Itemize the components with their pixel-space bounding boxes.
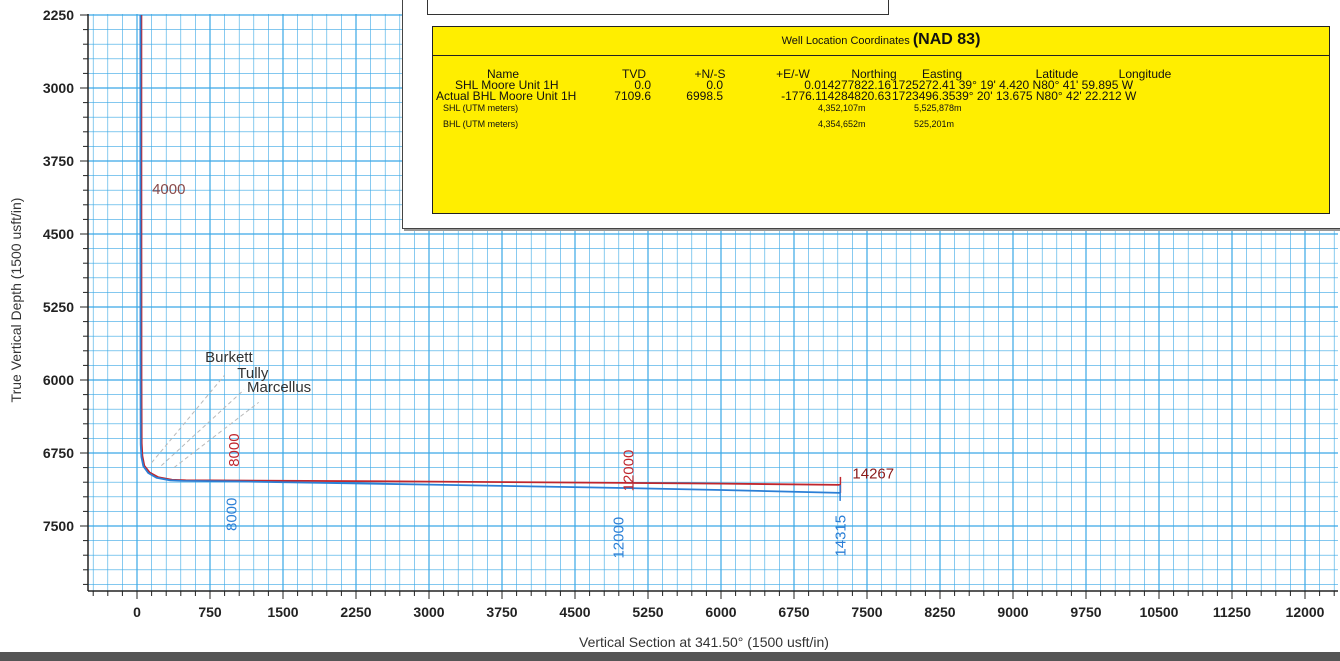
well-location-box: Well Location Coordinates (NAD 83) Name … — [432, 26, 1330, 214]
header-name: Name — [486, 67, 519, 81]
utm-name: SHL (UTM meters) — [443, 103, 519, 113]
row-name: SHL Moore Unit 1H — [455, 78, 559, 92]
x-tick-label: 12000 — [1286, 604, 1325, 620]
header-strip — [427, 0, 889, 15]
row-ns: 0.0 — [706, 78, 723, 92]
header-easting: Easting — [921, 67, 963, 81]
formation-line — [151, 374, 225, 464]
x-tick-label: 11250 — [1213, 604, 1251, 620]
table-row: SHL Moore Unit 1H 0.0 0.0 0.014277822.16… — [433, 78, 1329, 92]
header-latitude: Latitude — [1035, 67, 1079, 81]
x-tick-label: 6750 — [778, 604, 809, 620]
x-tick-label: 5250 — [632, 604, 663, 620]
row-name: Actual BHL Moore Unit 1H — [436, 89, 577, 103]
y-axis-title: True Vertical Depth (1500 usft/in) — [8, 198, 24, 403]
coordinates-panel: Well Location Coordinates (NAD 83) Name … — [402, 0, 1340, 229]
header-tvd: TVD — [622, 67, 646, 81]
depth-label: 14315 — [833, 515, 850, 557]
trajectory-lines — [139, 15, 842, 501]
table-header-row: Name TVD +N/-S +E/-W Northing Easting La… — [433, 67, 1329, 81]
x-tick-label: 7500 — [851, 604, 882, 620]
formation-label: Marcellus — [247, 379, 311, 396]
y-tick-label: 3000 — [43, 80, 74, 96]
x-tick-label: 3750 — [486, 604, 517, 620]
x-tick-label: 6000 — [705, 604, 736, 620]
utm-row: BHL (UTM meters) 4,354,652m 525,201m — [433, 119, 1329, 131]
row-tvd: 0.0 — [634, 78, 651, 92]
row-tvd: 7109.6 — [614, 89, 651, 103]
title-divider — [433, 55, 1329, 56]
utm-easting: 525,201m — [914, 119, 955, 129]
utm-northing: 4,354,652m — [818, 119, 866, 129]
y-tick-label: 5250 — [43, 299, 74, 315]
depth-label: 8000 — [226, 433, 243, 466]
x-tick-label: 9000 — [997, 604, 1028, 620]
y-tick-label: 3750 — [43, 153, 74, 169]
x-tick-label: 0 — [133, 604, 141, 620]
x-tick-label: 1500 — [267, 604, 298, 620]
formation-line — [173, 401, 259, 468]
formation-line — [160, 389, 245, 467]
depth-label: 4000 — [152, 181, 185, 198]
utm-row: SHL (UTM meters) 4,352,107m 5,525,878m — [433, 103, 1329, 115]
header-longitude: Longitude — [1118, 67, 1172, 81]
bottom-border — [0, 652, 1340, 661]
header-ns: +N/-S — [694, 67, 726, 81]
row-easting-lat-long: 1723496.3539° 20' 13.675 N80° 42' 22.212… — [892, 89, 1137, 103]
x-tick-label: 8250 — [924, 604, 955, 620]
y-tick-label: 4500 — [43, 226, 74, 242]
coordinates-title-small: Well Location Coordinates — [781, 35, 910, 47]
table-row: Actual BHL Moore Unit 1H 7109.6 6998.5 -… — [433, 89, 1329, 103]
header-ew: +E/-W — [776, 67, 810, 81]
x-axis-title: Vertical Section at 341.50° (1500 usft/i… — [579, 634, 829, 650]
row-easting-lat-long: 1725272.41 39° 19' 4.420 N80° 41' 59.895… — [892, 78, 1134, 92]
x-tick-label: 10500 — [1140, 604, 1179, 620]
y-tick-label: 6750 — [43, 445, 74, 461]
axes: 0 750 1500 2250 3000 3750 4500 5250 6000 6750 7500… — [43, 7, 1338, 620]
row-ns: 6998.5 — [686, 89, 723, 103]
depth-label: 12000 — [611, 517, 628, 559]
row-ew-northing: 0.014277822.16 — [804, 78, 891, 92]
header-northing: Northing — [851, 67, 897, 81]
utm-name: BHL (UTM meters) — [443, 119, 519, 129]
series-line-blue — [139, 15, 841, 494]
row-ew-northing: -1776.114284820.63 — [781, 89, 891, 103]
depth-label: 8000 — [223, 498, 240, 531]
formation-label: Burkett — [205, 349, 253, 366]
x-tick-label: 3000 — [413, 604, 444, 620]
utm-northing: 4,352,107m — [818, 103, 866, 113]
coordinates-title-bold: (NAD 83) — [912, 31, 981, 48]
coordinates-title: Well Location Coordinates (NAD 83) — [433, 31, 1329, 49]
y-tick-label: 7500 — [43, 518, 74, 534]
x-tick-label: 9750 — [1070, 604, 1101, 620]
depth-labels: 4000 8000 12000 14267 8000 12000 14315 — [152, 181, 894, 558]
x-tick-label: 2250 — [340, 604, 371, 620]
x-tick-label: 4500 — [559, 604, 590, 620]
formation-label: Tully — [237, 365, 269, 382]
utm-easting: 5,525,878m — [914, 103, 962, 113]
depth-label: 12000 — [620, 450, 637, 492]
y-tick-label: 2250 — [43, 7, 74, 23]
x-tick-label: 750 — [198, 604, 222, 620]
y-tick-label: 6000 — [43, 372, 74, 388]
depth-label: 14267 — [852, 465, 894, 482]
